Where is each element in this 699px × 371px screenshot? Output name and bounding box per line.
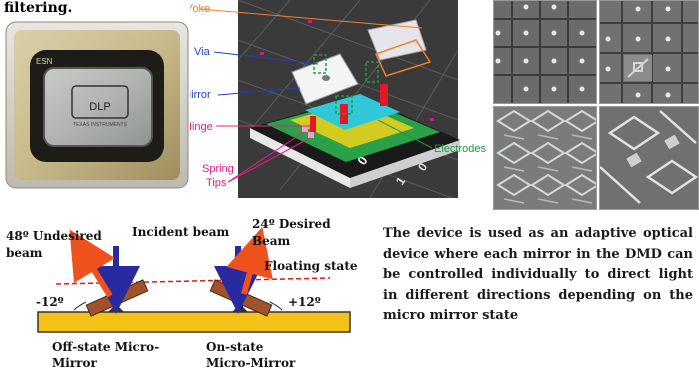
raised-mirror	[367, 19, 427, 61]
off-state-label-line1: Off-state Micro-	[52, 340, 159, 354]
floating-state-label: Floating state	[264, 259, 358, 273]
spring-tips-callout-line-2	[227, 137, 311, 183]
via-label: Via	[194, 46, 211, 58]
mirror-state-schematic: 48º Undesired beam Incident beam 24º Des…	[6, 217, 358, 370]
spring-tips-label-line1: Spring	[202, 163, 234, 175]
mirror-callout-line	[217, 87, 301, 96]
mirror-label: Mirror	[190, 89, 211, 101]
hinge-label: Hinge	[190, 121, 213, 133]
incident-beam-label: Incident beam	[132, 225, 229, 239]
sem-yoke-array	[493, 106, 597, 210]
dmd-pixel-diagram: 0 1 0 1 0 Yoke Via M	[190, 0, 486, 198]
desired-beam	[226, 226, 273, 295]
description-paragraph: The device is used as an adaptive optica…	[383, 226, 693, 323]
yoke-callout-line	[199, 8, 423, 29]
spring-tips-callout-line-1	[227, 131, 305, 183]
left-angle-label: -12º	[36, 295, 64, 309]
undesired-beam-label-line1: 48º Undesired	[6, 229, 102, 243]
caption-top: filtering.	[4, 0, 73, 16]
sem-mirror-removed	[599, 0, 699, 104]
yoke-label: Yoke	[190, 3, 210, 15]
sem-yoke-closeup	[599, 106, 699, 210]
chip-logo-text: DLP	[89, 101, 110, 113]
desired-beam-label-line2: Beam	[252, 234, 291, 248]
yoke-outline	[374, 39, 432, 77]
on-state-label-line1: On-state	[206, 340, 264, 354]
dmd-chip-photo: DLP TEXAS INSTRUMENTS ESN	[5, 21, 189, 189]
desired-beam-label-line1: 24º Desired	[252, 217, 331, 231]
chip-corner-text: ESN	[36, 57, 53, 66]
floating-state-line	[55, 277, 331, 285]
substrate-bar	[37, 311, 351, 333]
undesired-beam-label-line2: beam	[6, 246, 43, 260]
sem-mirror-array	[493, 0, 597, 104]
spring-tips	[302, 126, 314, 138]
electrodes-callout-line	[377, 119, 433, 149]
on-state-pivot	[237, 304, 243, 310]
off-state-pivot	[113, 304, 119, 310]
electrodes-label: Electrodes	[434, 143, 486, 155]
spring-tips-label-line2: Tips	[206, 177, 227, 189]
chip-small-text: TEXAS INSTRUMENTS	[73, 122, 128, 128]
via-callout-line	[213, 51, 319, 65]
right-angle-arc	[269, 301, 283, 311]
on-state-label-line2: Micro-Mirror	[206, 356, 296, 370]
off-state-label-line2: Mirror	[52, 356, 97, 370]
undesired-beam	[69, 229, 115, 298]
right-angle-label: +12º	[288, 295, 321, 309]
substrate-side	[250, 128, 350, 188]
substrate-front	[350, 140, 460, 188]
mirror-via	[322, 75, 330, 81]
left-angle-arc	[73, 301, 87, 311]
